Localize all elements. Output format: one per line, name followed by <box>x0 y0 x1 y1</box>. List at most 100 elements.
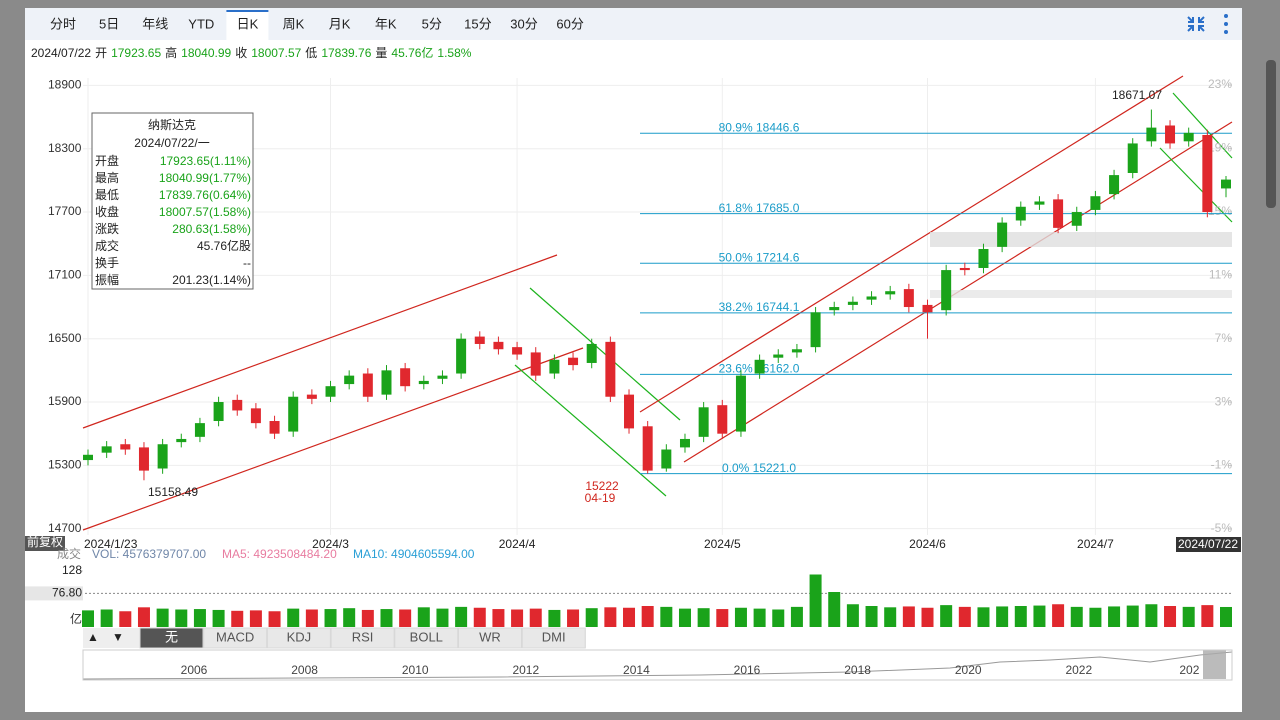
volume-bar <box>828 592 841 627</box>
tooltip-value: 18040.99(1.77%) <box>159 171 251 185</box>
volume-unit: 亿 <box>70 611 82 626</box>
info-value: 17839.76 <box>321 46 371 60</box>
tab[interactable]: YTD <box>188 16 214 31</box>
indicator-tab[interactable] <box>458 627 522 649</box>
volume-bar <box>921 607 934 627</box>
navigator-handle[interactable] <box>1203 650 1226 679</box>
candle-body <box>997 222 1008 247</box>
candle-body <box>605 341 616 397</box>
tooltip-date: 2024/07/22/一 <box>134 136 209 150</box>
volume-bar <box>156 608 169 627</box>
indicator-tab-label[interactable]: WR <box>479 629 501 644</box>
tab[interactable]: 月K <box>329 16 351 31</box>
tab[interactable]: 分时 <box>50 16 76 31</box>
tab[interactable]: 年线 <box>142 16 168 31</box>
candle-body <box>83 454 93 461</box>
tab[interactable]: 周K <box>283 16 305 31</box>
candle-body <box>400 368 411 387</box>
tab[interactable]: 年K <box>375 16 397 31</box>
navigator-year: 2014 <box>623 663 650 677</box>
volume-bar <box>268 611 281 627</box>
candle-body <box>1090 196 1101 210</box>
tab[interactable]: 30分 <box>510 16 537 31</box>
candle-body <box>213 402 224 422</box>
toolbar-icons <box>1187 16 1205 32</box>
volume-bar <box>1070 606 1083 627</box>
active-tab[interactable] <box>226 10 269 40</box>
indicator-tab-label[interactable]: 无 <box>165 629 178 644</box>
candle-body <box>959 267 970 271</box>
indicator-tab-label[interactable]: RSI <box>352 629 374 644</box>
candle-body <box>1127 143 1138 173</box>
indicator-tab[interactable] <box>203 627 268 649</box>
navigator-line <box>82 651 1233 680</box>
candle-body <box>344 375 355 385</box>
tab[interactable]: 5日 <box>99 16 119 31</box>
candle-body <box>791 349 802 353</box>
x-tick-label: 2024/1/23 <box>84 537 138 551</box>
scrollbar[interactable] <box>1266 60 1276 208</box>
volume-bar <box>1108 606 1121 627</box>
candle-body <box>866 296 877 300</box>
navigator-year: 2020 <box>955 663 982 677</box>
y-tick-label: 17700 <box>48 204 82 218</box>
indicator-tab[interactable] <box>521 627 586 649</box>
indicator-tab-label[interactable]: KDJ <box>287 629 312 644</box>
indicator-arrow[interactable]: ▲ <box>87 630 99 644</box>
candle-body <box>493 341 504 350</box>
info-label: 低 <box>305 46 317 60</box>
peak-label: 18671.07 <box>1112 88 1162 102</box>
candle-body <box>381 370 392 395</box>
volume-bar <box>548 609 561 627</box>
candle-body <box>624 394 635 429</box>
adjust-label[interactable]: 前复权 <box>27 534 63 549</box>
y2-tick-label: 15% <box>1208 204 1232 218</box>
cursor-date-box <box>1176 537 1241 552</box>
indicator-tab-label[interactable]: BOLL <box>410 629 443 644</box>
y-tick-label: 16500 <box>48 331 82 345</box>
y2-tick-label: 11% <box>1209 267 1232 281</box>
tooltip-value: -- <box>243 256 251 270</box>
candle-body <box>362 373 373 397</box>
navigator-year: 2006 <box>181 663 208 677</box>
candle-body <box>418 380 429 385</box>
tooltip-value: 17839.76(0.64%) <box>159 188 251 202</box>
tab[interactable]: 60分 <box>556 16 583 31</box>
volume-bar <box>1014 606 1027 627</box>
volume-bar <box>100 609 113 627</box>
volume-bar <box>790 606 803 627</box>
candle-body <box>754 359 765 374</box>
y2-tick-label: 7% <box>1215 331 1233 345</box>
candle-body <box>1183 132 1194 142</box>
indicator-tab-label[interactable]: DMI <box>542 629 566 644</box>
volume-bar <box>380 609 393 627</box>
volume-bar <box>249 610 262 627</box>
indicator-tab[interactable] <box>266 627 331 649</box>
volume-bar <box>902 606 915 627</box>
menu-icon[interactable] <box>1224 14 1228 34</box>
volume-bar <box>716 609 729 627</box>
candle-body <box>1015 206 1026 221</box>
volume-bar <box>846 604 859 627</box>
volume-bar <box>305 609 318 627</box>
candle-body <box>661 449 672 469</box>
y-tick-label: 18300 <box>48 141 82 155</box>
volume-bar <box>734 607 747 627</box>
volume-profile-band <box>930 290 1232 298</box>
info-label: 开 <box>95 46 107 60</box>
indicator-tab[interactable] <box>394 627 459 649</box>
indicator-tab-label[interactable]: MACD <box>216 629 254 644</box>
indicator-arrow[interactable]: ▼ <box>112 630 124 644</box>
tab[interactable]: 5分 <box>422 16 442 31</box>
y2-tick-label: -1% <box>1211 458 1233 472</box>
low-label: 15222 <box>585 479 619 493</box>
indicator-tab[interactable] <box>330 627 395 649</box>
navigator-year: 2018 <box>844 663 871 677</box>
x-tick-label: 2024/6 <box>909 537 946 551</box>
candle-body <box>679 438 690 448</box>
indicator-tab[interactable] <box>139 627 204 649</box>
tab[interactable]: 15分 <box>464 16 491 31</box>
fullscreen-icon[interactable] <box>1187 16 1205 32</box>
tab[interactable]: 日K <box>237 16 259 31</box>
navigator-year: 2008 <box>291 663 318 677</box>
